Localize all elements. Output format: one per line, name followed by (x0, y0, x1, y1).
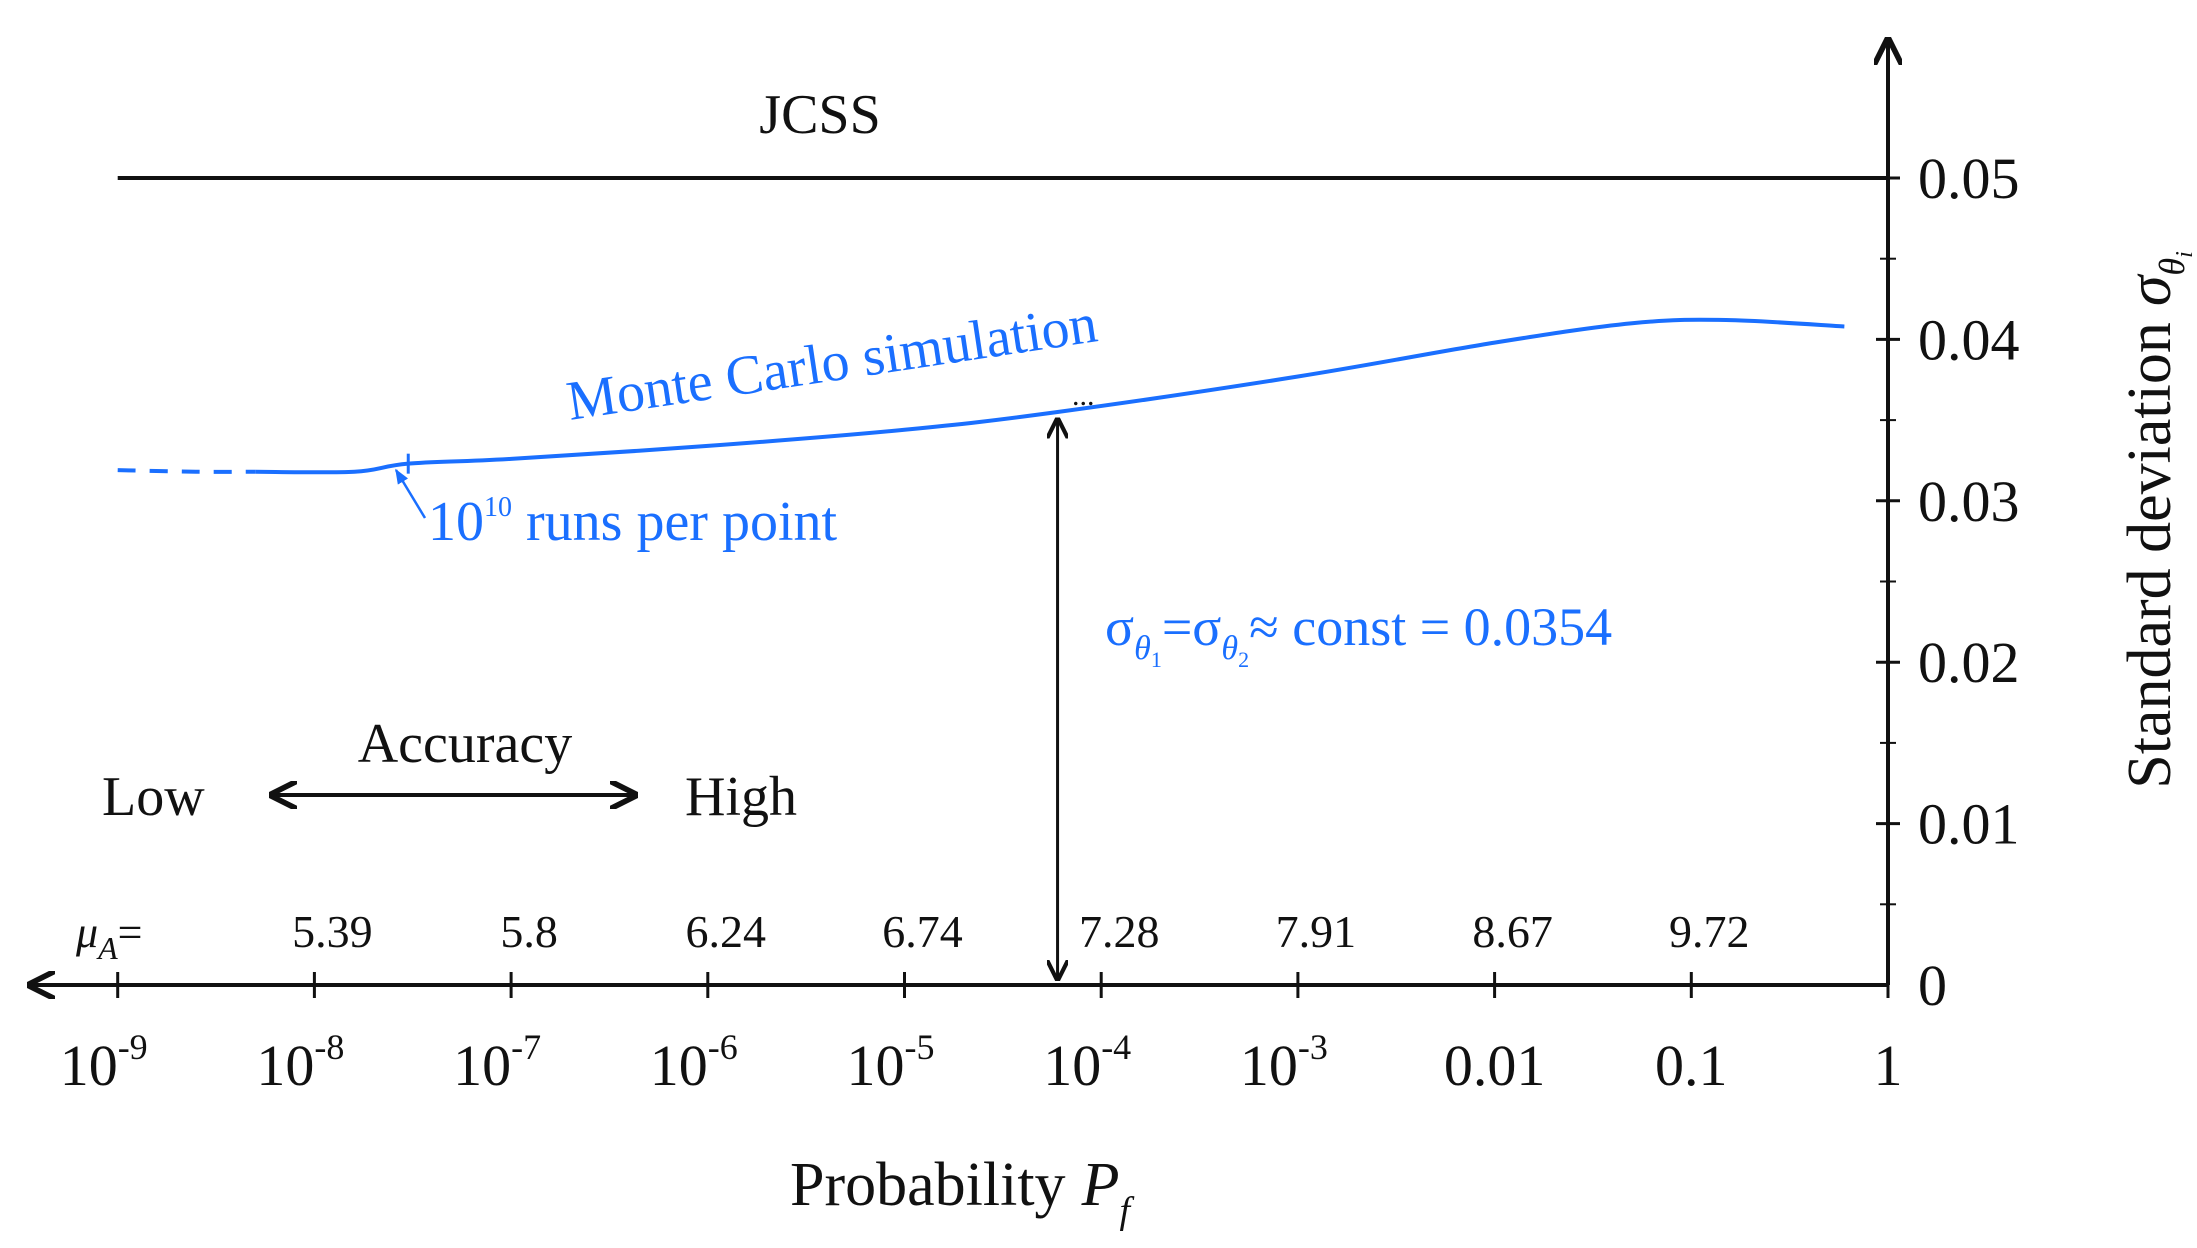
series-layer (117, 176, 1888, 475)
y-ticks: 0 0.01 0.02 0.03 0.04 0.05 (1876, 146, 2020, 1018)
x-axis-title: Probability Pf (790, 1151, 1134, 1232)
ellipsis: ... (1072, 379, 1095, 412)
runs-annotation: 1010 runs per point (428, 491, 838, 553)
y-tick-label: 0.05 (1918, 146, 2020, 211)
x-tick-label: 10-3 (1240, 1027, 1328, 1098)
monte-carlo-label: Monte Carlo simulation (563, 292, 1101, 432)
x-tick-label: 10-5 (847, 1027, 935, 1098)
x-tick-label: 1 (1874, 1033, 1903, 1098)
x-tick-label: 10-6 (650, 1027, 738, 1098)
monte-carlo-dashed-line (117, 468, 256, 474)
x-tick-label: 10-8 (256, 1027, 344, 1098)
mu-value-label: 6.24 (686, 906, 767, 957)
y-tick-label: 0 (1918, 953, 1947, 1018)
mu-value-label: 6.74 (882, 906, 963, 957)
x-tick-label: 10-7 (453, 1027, 541, 1098)
y-tick-label: 0.01 (1918, 792, 2020, 857)
y-tick-label: 0.03 (1918, 469, 2020, 534)
x-tick-label: 10-4 (1043, 1027, 1131, 1098)
monte-carlo-line (255, 317, 1845, 475)
x-tick-label: 10-9 (60, 1027, 148, 1098)
mu-value-label: 5.39 (292, 906, 373, 957)
x-tick-label: 0.1 (1655, 1033, 1728, 1098)
y-tick-label: 0.04 (1918, 307, 2020, 372)
accuracy-low-label: Low (102, 766, 205, 828)
y-tick-label: 0.02 (1918, 630, 2020, 695)
x-tick-label: 0.01 (1444, 1033, 1546, 1098)
x-ticks: 10-9 10-8 10-7 10-6 10-5 10-4 10-3 0.01 0.1 1 (60, 972, 1903, 1098)
axes (30, 40, 1888, 985)
runs-pointer-arrow (394, 468, 427, 519)
accuracy-indicator: Accuracy Low High (102, 713, 797, 828)
constant-annotation: σθ1=σθ2≈ const = 0.0354 (1105, 597, 1612, 672)
mu-value-label: 8.67 (1472, 906, 1553, 957)
accuracy-label: Accuracy (358, 713, 573, 775)
mu-value-label: 5.8 (500, 906, 558, 957)
mu-symbol: μA= (75, 908, 142, 966)
y-axis-title: Standard deviationσθi (2116, 251, 2197, 789)
mu-value-label: 7.28 (1079, 906, 1160, 957)
mu-row: μA= 5.39 5.8 6.24 6.74 7.28 7.91 8.67 9.72 (75, 906, 1750, 966)
accuracy-high-label: High (685, 766, 797, 828)
mu-value-label: 7.91 (1276, 906, 1357, 957)
jcss-label: JCSS (759, 84, 880, 146)
mu-value-label: 9.72 (1669, 906, 1750, 957)
